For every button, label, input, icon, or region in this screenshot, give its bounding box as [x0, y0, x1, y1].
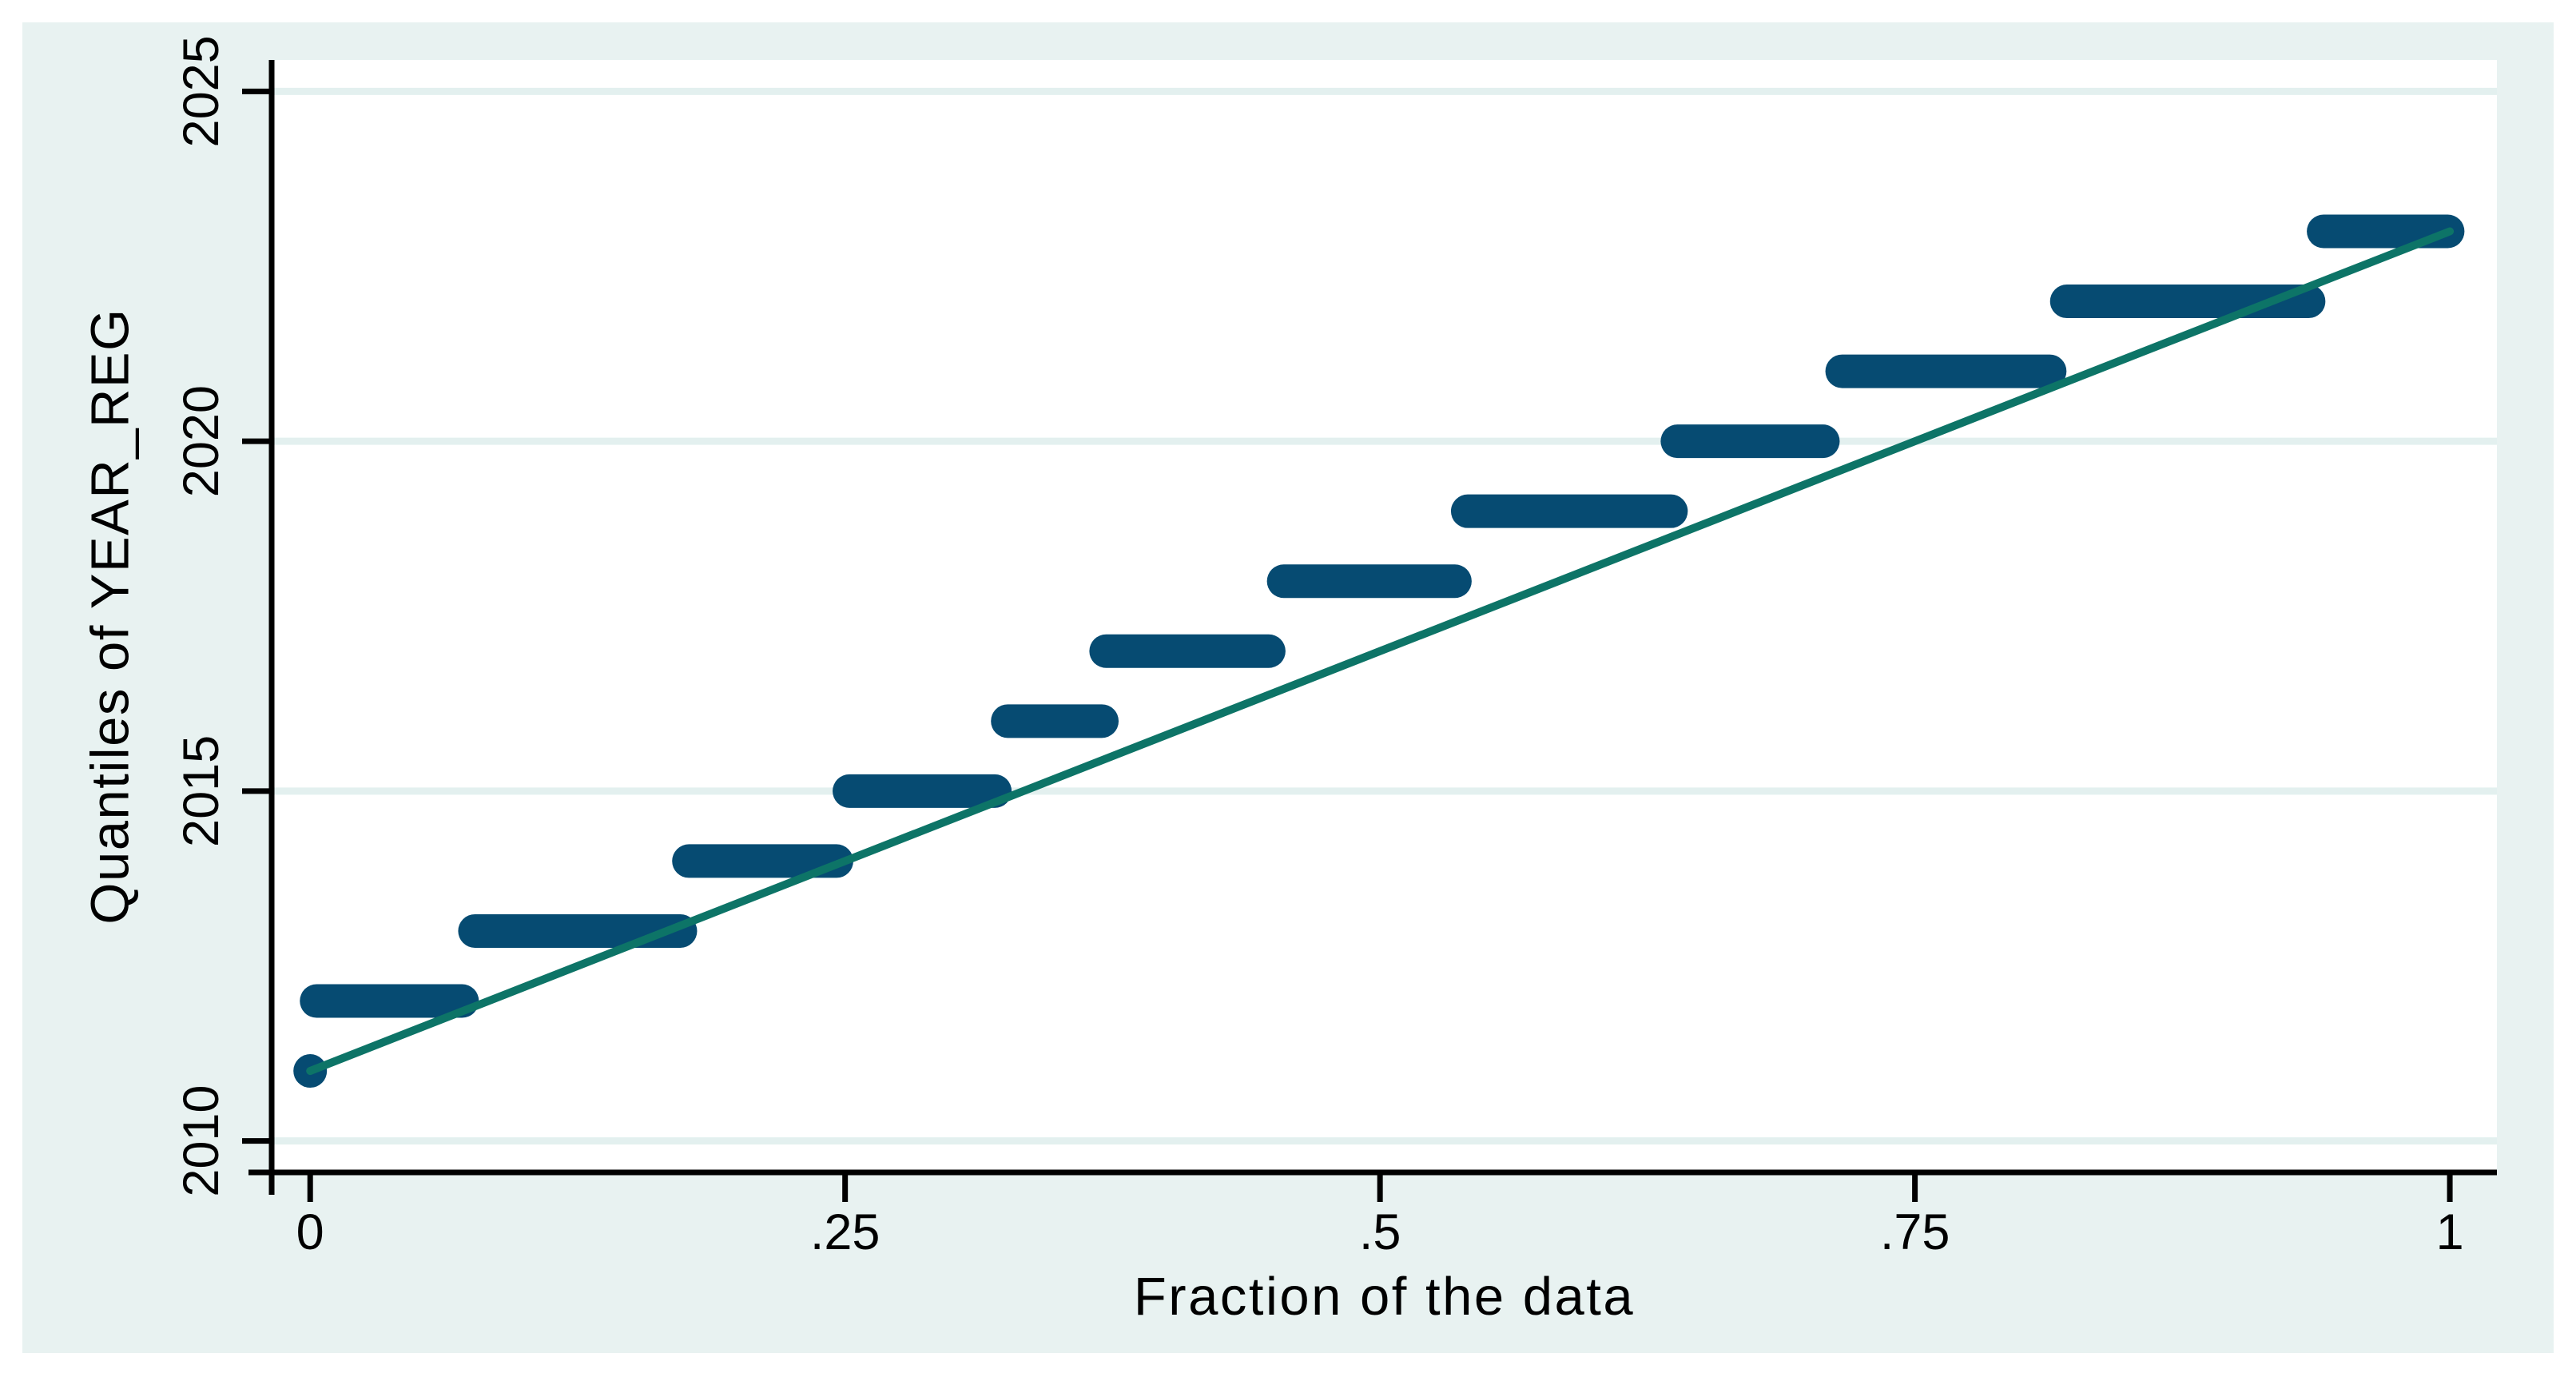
y-axis-title: Quantiles of YEAR_REG — [81, 308, 141, 924]
plot-area — [272, 60, 2497, 1172]
y-tick-label-2010: 2010 — [173, 1085, 229, 1197]
x-tick-label-.25: .25 — [810, 1204, 881, 1260]
reference-line — [306, 227, 2455, 1076]
x-tick-label-.75: .75 — [1880, 1204, 1950, 1260]
y-tick-label-2015: 2015 — [173, 735, 229, 847]
x-tick-label-.5: .5 — [1359, 1204, 1401, 1260]
y-tick-label-2025: 2025 — [173, 35, 229, 147]
y-tick-label-2020: 2020 — [173, 385, 229, 497]
x-tick-label-1: 1 — [2436, 1204, 2464, 1260]
x-tick-label-0: 0 — [296, 1204, 324, 1260]
x-axis-title: Fraction of the data — [1134, 1267, 1635, 1327]
